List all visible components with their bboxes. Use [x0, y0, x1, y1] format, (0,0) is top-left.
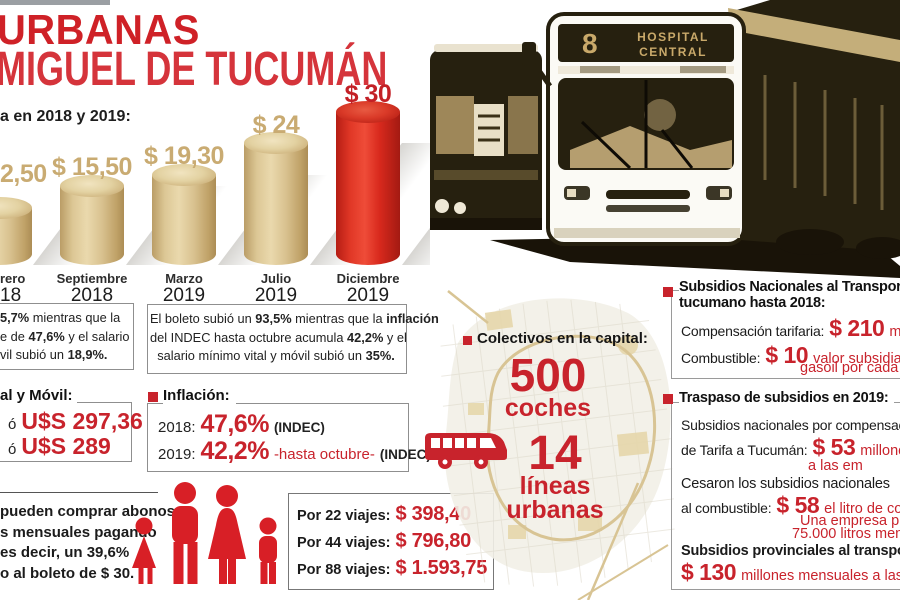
- traspaso-p2-extra2: 75.000 litros mens: [792, 526, 900, 542]
- traspaso-p3-row: $ 130 millones mensuales a las e: [681, 559, 900, 585]
- viajes-row: Por 22 viajes: $ 398,40: [297, 503, 471, 525]
- traspaso-p2-line1: Cesaron los subsidios nacionales: [681, 476, 890, 492]
- bar-value-label: $ 19,30: [144, 142, 224, 170]
- bar-category: Julio 2019: [254, 271, 298, 306]
- route-number: 8: [582, 28, 598, 59]
- inflacion-row: 2018: 47,6% (INDEC): [158, 410, 325, 438]
- bar-category: Marzo 2019: [162, 271, 206, 306]
- family-icons: [132, 482, 277, 584]
- section-bullet-icon: [663, 394, 673, 404]
- salario-heading: al y Móvil:: [0, 388, 77, 404]
- note-2019-text: El boleto subió un 93,5% mientras que la…: [150, 311, 439, 363]
- girl-icon: [132, 517, 156, 584]
- bar-value-label: $ 30: [344, 80, 392, 108]
- salario-row: ó U$S 297,36: [8, 408, 143, 434]
- chart-intro-label: a en 2018 y 2019:: [0, 108, 131, 125]
- side-window-highlights: [763, 75, 884, 210]
- subsidios-2018-heading: Subsidios Nacionales al Transporte tucum…: [679, 279, 900, 311]
- capital-heading: Colectivos en la capital:: [477, 330, 648, 347]
- traspaso-p3-line1: Subsidios provinciales al transport: [681, 543, 900, 559]
- note-2018-text: 5,7% mientras que la e de 47,6% y el sal…: [0, 310, 130, 362]
- bar-value-label: $ 24: [252, 111, 300, 139]
- boy-icon: [259, 517, 277, 584]
- combustible-extra: gasoil por cada l: [800, 360, 900, 376]
- city-map: [440, 290, 675, 600]
- traspaso-p1-extra: a las em: [808, 458, 863, 474]
- bar-top: [244, 132, 308, 154]
- bar-top: [336, 101, 400, 123]
- bar-dic-2019: [336, 112, 400, 265]
- bar-sep-2018: [60, 186, 124, 265]
- inflacion-heading: Inflación:: [163, 388, 236, 406]
- traspaso-p2-extra1: Una empresa pro: [800, 513, 900, 529]
- lines-label-1: líneas: [519, 472, 591, 500]
- traspaso-p1-line1: Subsidios nacionales por compensaci: [681, 417, 900, 433]
- bar-value-label: $ 15,50: [52, 153, 132, 181]
- page-title-line2: MIGUEL DE TUCUMÁN: [0, 43, 388, 96]
- bar-category: rero 18: [0, 271, 26, 306]
- combustible-row: Combustible: $ 10 valor subsidiado: [681, 342, 900, 368]
- inflacion-box: [147, 403, 409, 472]
- section-bullet-icon: [663, 287, 673, 297]
- lines-label-2: urbanas: [506, 496, 604, 524]
- bar-category: Diciembre 2019: [336, 271, 400, 306]
- bar-top: [60, 175, 124, 197]
- rear-bus: [430, 44, 542, 230]
- note-box-2018: [0, 303, 134, 370]
- compensacion-row: Compensación tarifaria: $ 210 mill: [681, 315, 900, 341]
- bar-jul-2019: [244, 143, 308, 265]
- viajes-row: Por 44 viajes: $ 796,80: [297, 530, 471, 552]
- page-title-line1: URBANAS: [0, 6, 200, 53]
- top-bar-fragment: [0, 0, 110, 5]
- bar-category: Septiembre 2018: [56, 271, 128, 306]
- fleet-count: 500: [509, 349, 587, 401]
- bar-top: [152, 164, 216, 186]
- section-bullet-icon: [148, 392, 158, 402]
- destination-line1: HOSPITAL: [637, 30, 709, 44]
- man-icon: [172, 482, 198, 584]
- woman-icon: [208, 485, 246, 584]
- viajes-row: Por 88 viajes: $ 1.593,75: [297, 557, 488, 579]
- fleet-label: coches: [504, 394, 592, 422]
- note-box-2019: [147, 304, 407, 374]
- inflacion-row: 2019: 42,2% -hasta octubre- (INDEC): [158, 437, 431, 465]
- destination-line2: CENTRAL: [639, 45, 707, 59]
- abonos-divider: [0, 492, 158, 493]
- abonos-paragraph: pueden comprar abonos s mensuales pagand…: [0, 503, 176, 582]
- bar-top: [0, 197, 32, 219]
- traspaso-p1-row: de Tarifa a Tucumán: $ 53 millones: [681, 434, 900, 460]
- front-bus: 8 HOSPITAL CENTRAL: [522, 12, 746, 246]
- traspaso-p2-row: al combustible: $ 58 el litro de com: [681, 492, 900, 518]
- lines-count: 14: [528, 427, 582, 480]
- bus-icon: [425, 433, 507, 469]
- traspaso-2019-heading: Traspaso de subsidios en 2019:: [679, 390, 895, 406]
- section-bullet-icon: [463, 336, 472, 345]
- bar-value-label: 2,50: [0, 160, 47, 188]
- bar-mar-2019: [152, 175, 216, 265]
- bus-photo: 8 HOSPITAL CENTRAL: [430, 0, 900, 285]
- salario-row: ó U$S 289: [8, 433, 111, 459]
